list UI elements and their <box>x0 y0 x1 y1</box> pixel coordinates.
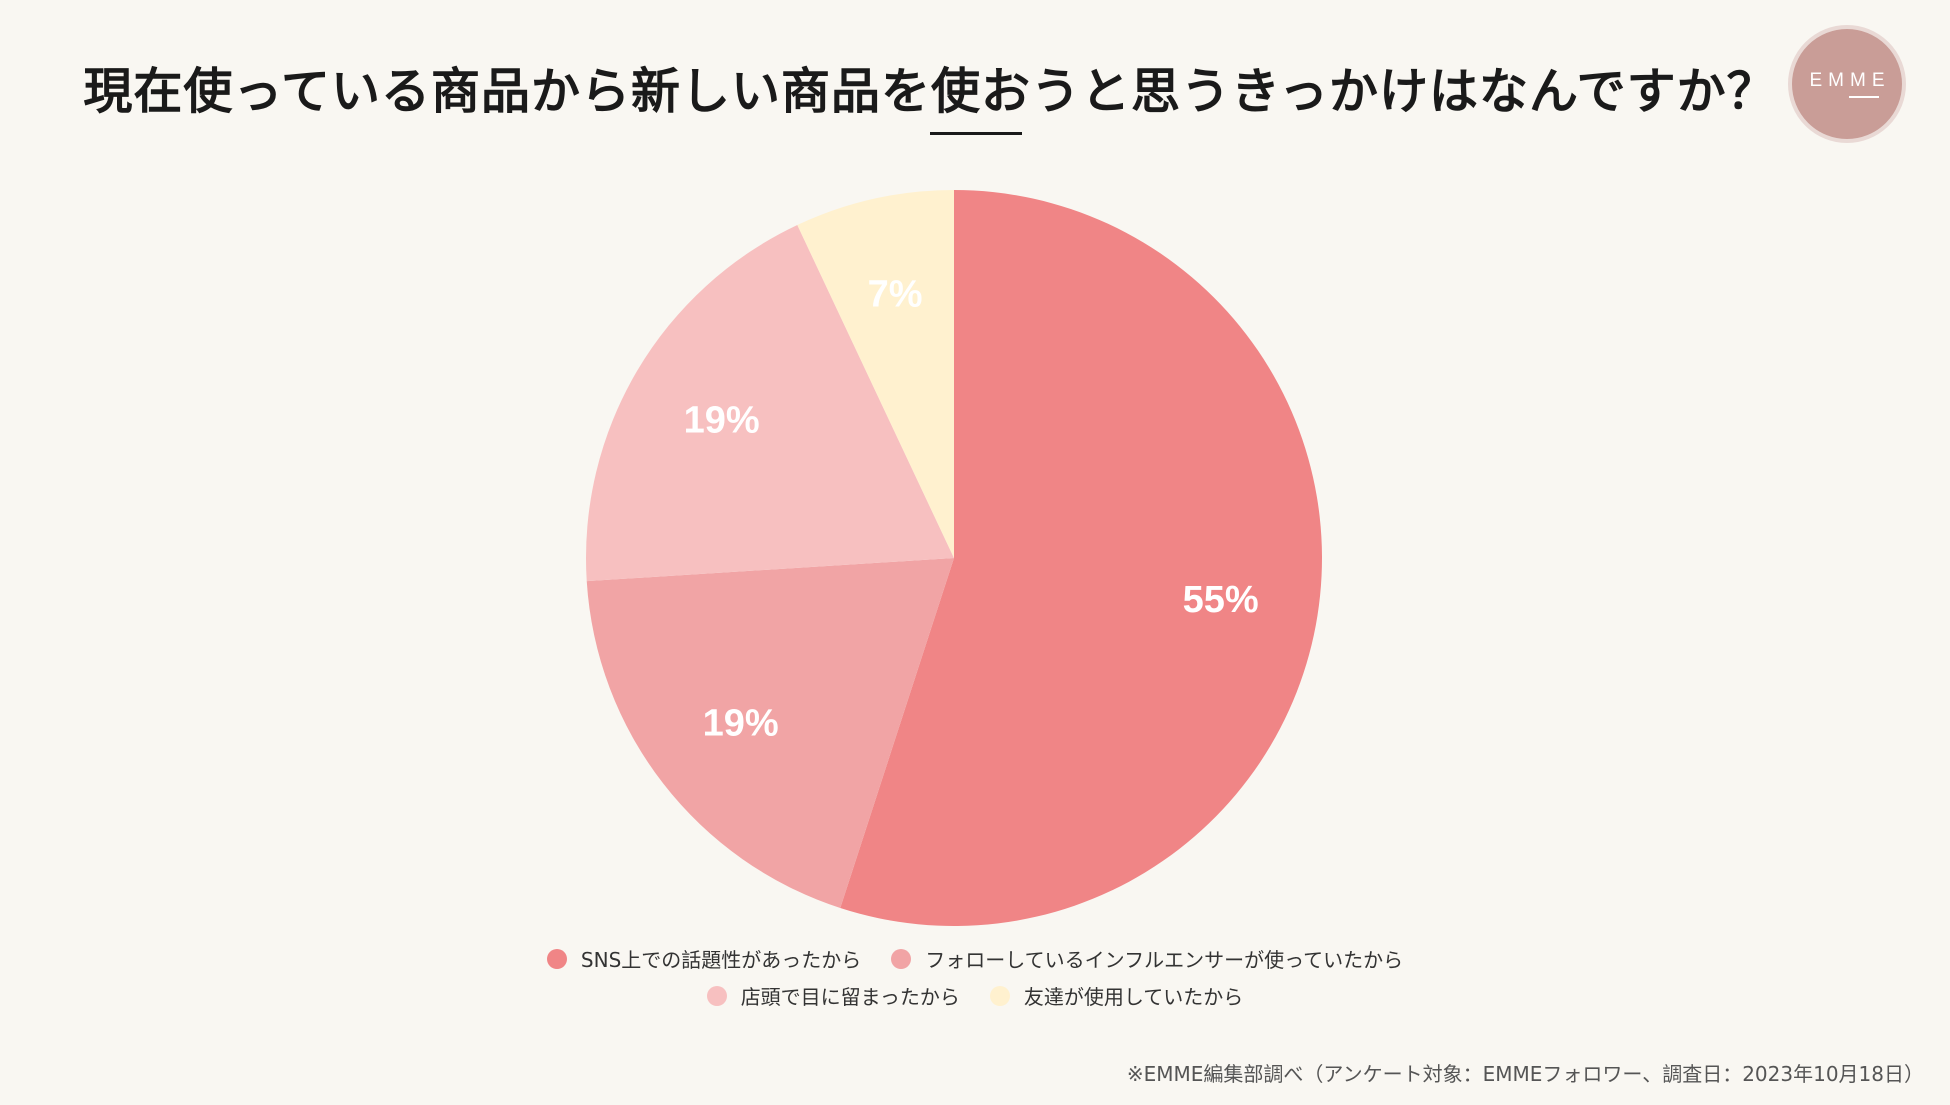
emme-logo: EMME <box>1788 25 1906 143</box>
slice-value-label: 19% <box>703 703 779 745</box>
pie-slice-store <box>586 225 954 582</box>
legend-label: フォローしているインフルエンサーが使っていたから <box>925 948 1404 972</box>
legend-swatch <box>546 948 567 969</box>
legend-item-sns: SNS上での話題性があったから <box>546 944 862 973</box>
pie-slice-sns <box>840 190 1322 926</box>
legend-swatch <box>989 985 1010 1006</box>
pie-slice-friend <box>797 190 954 558</box>
legend-item-influencer: フォローしているインフルエンサーが使っていたから <box>891 944 1403 973</box>
legend-row-2: 店頭で目に留まったから 友達が使用していたから <box>706 981 1244 1010</box>
legend-item-store: 店頭で目に留まったから <box>706 981 960 1010</box>
pie-slices <box>586 190 1322 926</box>
legend-row-1: SNS上での話題性があったから フォローしているインフルエンサーが使っていたから <box>546 944 1403 973</box>
logo-underline <box>1849 96 1879 98</box>
pie-slice-influencer <box>586 558 954 908</box>
legend-label: 店頭で目に留まったから <box>740 985 960 1009</box>
slice-value-label: 7% <box>868 274 923 316</box>
slice-value-label: 55% <box>1183 579 1259 621</box>
legend-swatch <box>891 948 912 969</box>
legend-item-friend: 友達が使用していたから <box>989 981 1244 1010</box>
legend-swatch <box>706 985 727 1006</box>
title-underline <box>930 132 1022 135</box>
slice-value-label: 19% <box>684 400 760 442</box>
legend-label: 友達が使用していたから <box>1023 985 1244 1009</box>
source-footnote: ※EMME編集部調べ（アンケート対象：EMMEフォロワー、調査日：2023年10… <box>1126 1062 1924 1086</box>
legend-label: SNS上での話題性があったから <box>580 948 862 972</box>
logo-text: EMME <box>1809 70 1891 91</box>
legend: SNS上での話題性があったから フォローしているインフルエンサーが使っていたから… <box>0 944 1950 1010</box>
pie-slice-labels: 55% 19% 19% 7% <box>684 274 1259 745</box>
page-title: 現在使っている商品から新しい商品を使おうと思うきっかけはなんですか？ <box>83 63 1777 120</box>
